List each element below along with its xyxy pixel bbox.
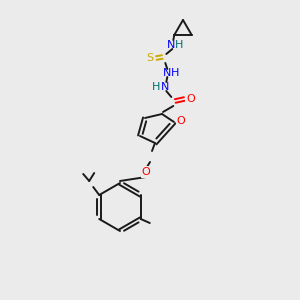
- Text: N: N: [161, 82, 170, 92]
- Text: O: O: [186, 94, 195, 104]
- Text: H: H: [152, 82, 160, 92]
- Text: H: H: [171, 68, 179, 78]
- Text: O: O: [142, 167, 150, 177]
- Text: N: N: [167, 40, 176, 50]
- Text: S: S: [147, 53, 154, 63]
- Text: H: H: [175, 40, 184, 50]
- Text: N: N: [163, 68, 172, 78]
- Text: O: O: [177, 116, 185, 126]
